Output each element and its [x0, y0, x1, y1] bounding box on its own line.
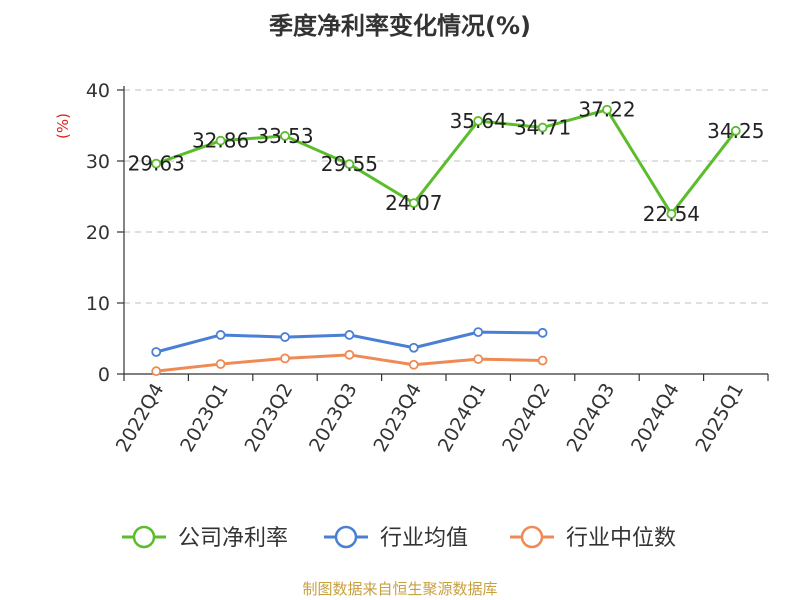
series-2 — [151, 327, 548, 357]
data-point — [151, 347, 162, 357]
y-tick-label: 0 — [98, 364, 110, 386]
series-3 — [151, 349, 548, 377]
data-point — [344, 159, 355, 170]
legend-marker — [334, 525, 358, 549]
data-point — [666, 209, 677, 219]
data-label: 29.63 — [128, 152, 185, 176]
data-label: 34.71 — [514, 116, 571, 140]
x-tick-label: 2024Q4 — [627, 380, 684, 456]
x-tick-label: 2024Q2 — [498, 380, 555, 456]
y-tick-label: 40 — [86, 80, 110, 102]
legend-label: 行业均值 — [380, 526, 468, 551]
data-point — [280, 353, 290, 364]
data-point — [602, 104, 612, 115]
series-lines — [151, 104, 741, 377]
data-point — [280, 332, 290, 342]
data-point — [151, 366, 162, 377]
data-point — [408, 359, 419, 370]
y-tick-label: 30 — [86, 151, 110, 173]
data-label: 29.55 — [321, 152, 378, 176]
source-note: 制图数据来自恒生聚源数据库 — [302, 580, 497, 598]
x-tick-label: 2025Q1 — [691, 380, 748, 456]
data-point — [408, 342, 419, 353]
legend-label: 行业中位数 — [566, 526, 676, 551]
grid-lines — [124, 89, 768, 304]
legend-item[interactable]: 公司净利率 — [122, 525, 288, 551]
data-point — [537, 327, 548, 338]
legend-marker — [520, 525, 544, 549]
legend-marker — [132, 525, 156, 549]
x-tick-label: 2023Q4 — [369, 380, 426, 456]
legend[interactable]: 公司净利率 行业均值 行业中位数 — [122, 525, 676, 551]
x-tick-label: 2023Q1 — [176, 380, 233, 456]
data-label: 24.07 — [385, 191, 442, 215]
x-tick-label: 2023Q3 — [305, 380, 362, 456]
legend-label: 公司净利率 — [178, 526, 288, 551]
data-labels: 29.63 32.86 33.53 29.55 24.07 35.64 34.71 37.22… — [128, 98, 765, 226]
data-point — [344, 349, 355, 360]
legend-item[interactable]: 行业均值 — [324, 525, 468, 551]
data-point — [473, 354, 484, 364]
legend-item[interactable]: 行业中位数 — [510, 525, 676, 551]
data-point — [280, 131, 290, 141]
chart-title: 季度净利率变化情况(%) — [269, 12, 531, 40]
data-point — [215, 359, 226, 369]
data-point — [215, 330, 226, 340]
data-point — [473, 116, 484, 126]
y-tick-label: 10 — [86, 293, 110, 315]
x-tick-label: 2024Q1 — [434, 380, 491, 456]
y-axis-label: (%) — [54, 113, 72, 139]
data-point — [215, 135, 226, 146]
data-point — [730, 125, 741, 136]
data-point — [344, 330, 355, 340]
data-label: 35.64 — [450, 109, 507, 133]
data-label: 22.54 — [643, 202, 700, 226]
data-label: 37.22 — [578, 98, 635, 122]
x-tick-label: 2024Q3 — [563, 380, 620, 456]
y-tick-label: 20 — [86, 222, 110, 244]
x-tick-label: 2023Q2 — [241, 380, 298, 456]
x-tick-label: 2022Q4 — [112, 380, 169, 456]
data-point — [537, 355, 548, 366]
data-point — [537, 122, 548, 133]
data-label: 32.86 — [192, 129, 249, 153]
data-point — [151, 158, 162, 169]
data-label: 33.53 — [256, 124, 313, 148]
data-label: 34.25 — [707, 119, 764, 143]
data-point — [408, 198, 419, 209]
series-line — [155, 108, 737, 216]
data-point — [473, 327, 484, 338]
series-1 — [151, 104, 741, 219]
